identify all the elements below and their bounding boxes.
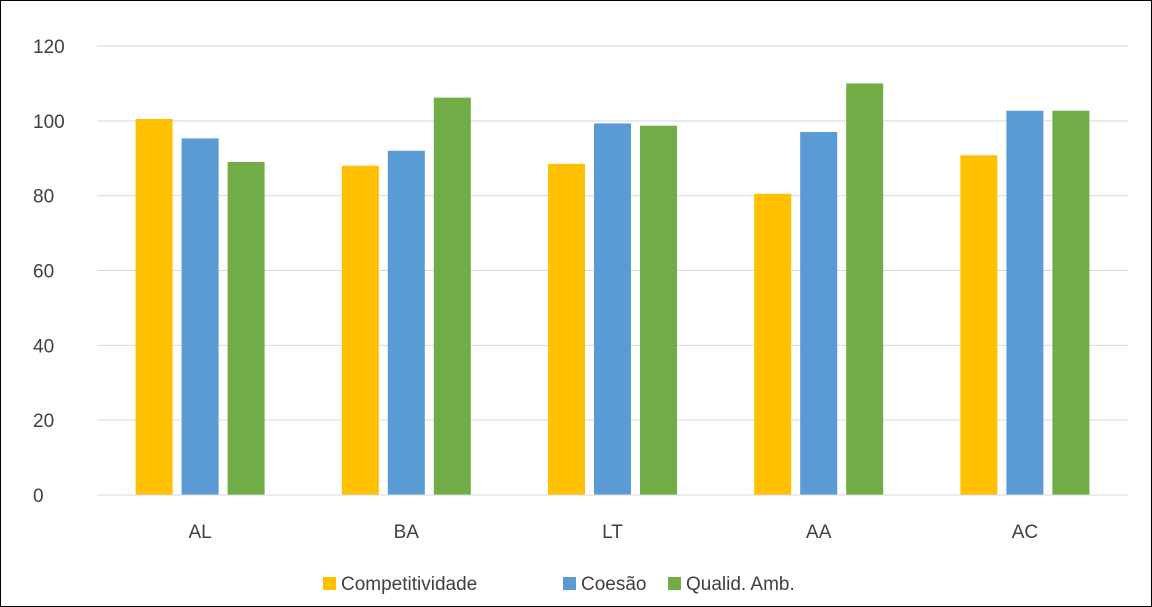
legend-swatch-1 <box>563 577 576 590</box>
bar-lt-series-2 <box>640 125 677 495</box>
legend-label-0: Competitividade <box>341 574 477 595</box>
bar-al-series-0 <box>135 118 173 496</box>
bar-lt-series-0 <box>548 163 585 496</box>
y-axis-tick-labels: 0 20 40 60 80 100 120 <box>33 37 65 507</box>
legend-label-1: Coesão <box>581 574 647 595</box>
bar-ac-series-1 <box>1006 110 1044 495</box>
bar-ba-series-1 <box>387 150 425 495</box>
bars <box>135 83 1090 496</box>
bar-aa-series-0 <box>754 193 792 495</box>
legend-swatch-2 <box>668 577 681 590</box>
bar-aa-series-1 <box>800 132 838 495</box>
legend: Competitividade Coesão Qualid. Amb. <box>323 574 795 595</box>
y-tick-label-40: 40 <box>33 336 54 357</box>
bar-al-series-1 <box>181 138 219 495</box>
bar-ac-series-2 <box>1052 110 1090 495</box>
x-tick-label-ba: BA <box>394 522 420 543</box>
x-tick-label-ac: AC <box>1012 522 1038 543</box>
x-tick-label-aa: AA <box>806 522 832 543</box>
y-tick-label-80: 80 <box>33 187 54 208</box>
bar-ba-series-2 <box>433 97 471 495</box>
x-tick-label-al: AL <box>188 522 211 543</box>
x-axis-tick-labels: AL BA LT AA AC <box>188 522 1038 543</box>
legend-swatch-0 <box>323 577 336 590</box>
legend-label-2: Qualid. Amb. <box>686 574 795 595</box>
bar-lt-series-1 <box>594 123 631 495</box>
y-tick-label-0: 0 <box>33 486 44 507</box>
y-tick-label-20: 20 <box>33 411 54 432</box>
x-tick-label-lt: LT <box>602 522 623 543</box>
bar-al-series-2 <box>227 161 265 495</box>
bar-aa-series-2 <box>846 83 884 496</box>
y-tick-label-120: 120 <box>33 37 65 58</box>
bar-ba-series-0 <box>341 165 379 495</box>
bar-ac-series-0 <box>960 155 998 496</box>
y-tick-label-60: 60 <box>33 262 54 283</box>
y-tick-label-100: 100 <box>33 112 65 133</box>
